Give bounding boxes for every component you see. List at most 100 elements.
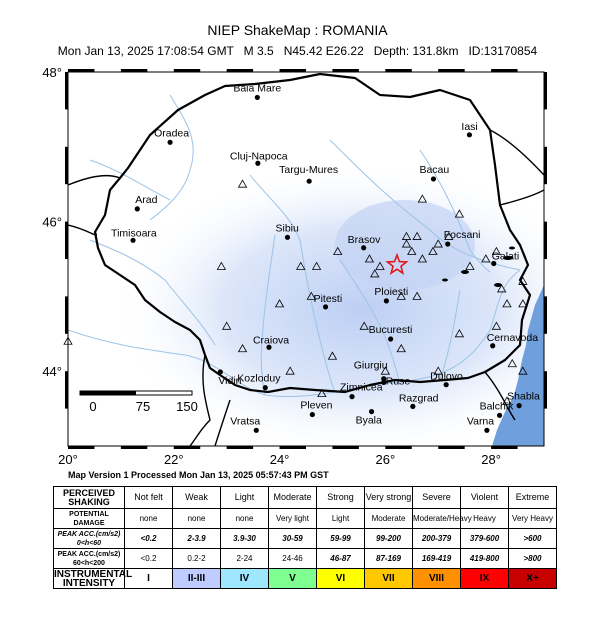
station-triangle (433, 366, 443, 375)
frame-tick (226, 446, 254, 449)
romania-border (93, 72, 532, 394)
frame-tick (332, 446, 359, 449)
city-marker (262, 385, 268, 391)
legend-cell: VIII (412, 568, 461, 589)
legend-cell: >800 (508, 548, 557, 569)
city-marker (466, 132, 473, 138)
station-triangle (491, 246, 502, 255)
legend-cell: 169-419 (412, 548, 461, 569)
legend-cell: X+ (508, 568, 557, 589)
legend-row: INSTRUMENTAL INTENSITY I II-III IV V VI VII VII… (53, 568, 557, 589)
scale-bar-segment (80, 391, 136, 395)
station-triangle (274, 299, 285, 308)
city-label: Cluj-Napoca (230, 150, 288, 162)
frame-tick (226, 69, 254, 72)
legend-row: PERCEIVED SHAKING Not felt Weak Light Modera… (53, 486, 557, 509)
intensity-legend: PERCEIVED SHAKING Not felt Weak Light Modera… (53, 486, 557, 589)
y-tick-label: 46° (42, 215, 62, 230)
city-marker (381, 379, 387, 386)
station-triangle (433, 239, 443, 248)
frame-tick (544, 72, 547, 110)
map-title: NIEP ShakeMap : ROMANIA (207, 22, 388, 38)
legend-cell: Strong (316, 486, 365, 509)
legend-row-header: PEAK ACC.(cm/s2) 0<h<60 (53, 528, 125, 549)
frame-tick (544, 221, 547, 259)
city-marker (491, 260, 497, 267)
station-triangle (380, 366, 391, 375)
station-triangle (502, 396, 512, 405)
legend-cell: Severe (412, 486, 461, 509)
station-triangle (481, 254, 491, 263)
epicenter-star-shape (385, 252, 409, 275)
frame-tick (544, 371, 547, 409)
x-tick-label: 24° (270, 452, 290, 467)
legend-cell: 200-379 (412, 528, 461, 549)
station-triangle (216, 261, 227, 270)
station-triangle (465, 261, 475, 270)
legend-row-header: PEAK ACC.(cm/s2) 60<h<200 (53, 548, 125, 569)
city-marker (253, 427, 259, 433)
legend-cell: Moderate (364, 508, 413, 529)
station-triangle (375, 261, 385, 270)
legend-cell: 0.2-2 (172, 548, 221, 569)
map-axes: 20° 22° 24° 26° 28° 48° 46° 44° (42, 65, 547, 467)
frame-tick (385, 446, 412, 449)
city-marker (349, 394, 355, 400)
city-marker (368, 408, 375, 415)
city-label: Pitesti (314, 293, 343, 305)
city-marker (167, 139, 173, 145)
frame-tick (65, 146, 68, 185)
city-label: Targu-Mures (279, 164, 338, 176)
legend-cell: 2-3.9 (172, 528, 221, 549)
legend-cell: V (268, 568, 317, 589)
frame-tick (385, 69, 412, 72)
legend-cell: Light (316, 508, 365, 529)
city-label: Galati (492, 250, 519, 262)
legend-cell: 379-600 (460, 528, 509, 549)
y-tick-label: 48° (42, 65, 62, 80)
station-triangle (401, 239, 412, 248)
station-triangle (417, 254, 428, 263)
y-tick-label: 44° (42, 364, 62, 379)
frame-tick (438, 446, 465, 449)
x-tick-label: 28° (481, 452, 501, 467)
station-triangle (63, 336, 73, 345)
city-label: Ruse (386, 375, 411, 387)
city-marker (217, 369, 223, 375)
station-triangle (285, 366, 295, 375)
legend-cell: IX (460, 568, 509, 589)
station-triangle (518, 299, 528, 308)
frame-tick (491, 446, 518, 449)
x-tick-label: 22° (164, 452, 184, 467)
legend-cell: Moderate/Heavy (412, 508, 472, 529)
station-triangle (327, 351, 338, 360)
legend-cell: VI (316, 568, 365, 589)
legend-cell: Violent (460, 486, 509, 509)
legend-cell: Not felt (124, 486, 173, 509)
city-marker (309, 411, 315, 418)
city-marker (284, 234, 291, 240)
city-marker (134, 206, 140, 212)
legend-cell: 87-169 (364, 548, 413, 569)
frame-tick (68, 69, 95, 72)
city-marker (383, 298, 389, 304)
legend-cell: 24-46 (268, 548, 317, 569)
legend-cell: 99-200 (364, 528, 413, 549)
city-marker (443, 382, 449, 388)
x-tick-label: 20° (58, 452, 78, 467)
station-triangle (237, 343, 248, 353)
legend-cell: Light (220, 486, 269, 509)
frame-tick (332, 69, 359, 72)
city-label: Balchik (480, 400, 515, 412)
city-marker (255, 160, 261, 166)
station-triangle (296, 261, 306, 270)
epicenter-star (385, 252, 409, 275)
city-label: Oradea (154, 127, 189, 139)
x-tick-label: 26° (375, 452, 395, 467)
frame-tick (544, 296, 547, 334)
city-label: Brasov (348, 234, 381, 246)
legend-cell: none (172, 508, 221, 529)
legend-cell: 46-87 (316, 548, 365, 569)
station-triangle (237, 179, 248, 188)
city-label: Craiova (253, 334, 289, 346)
